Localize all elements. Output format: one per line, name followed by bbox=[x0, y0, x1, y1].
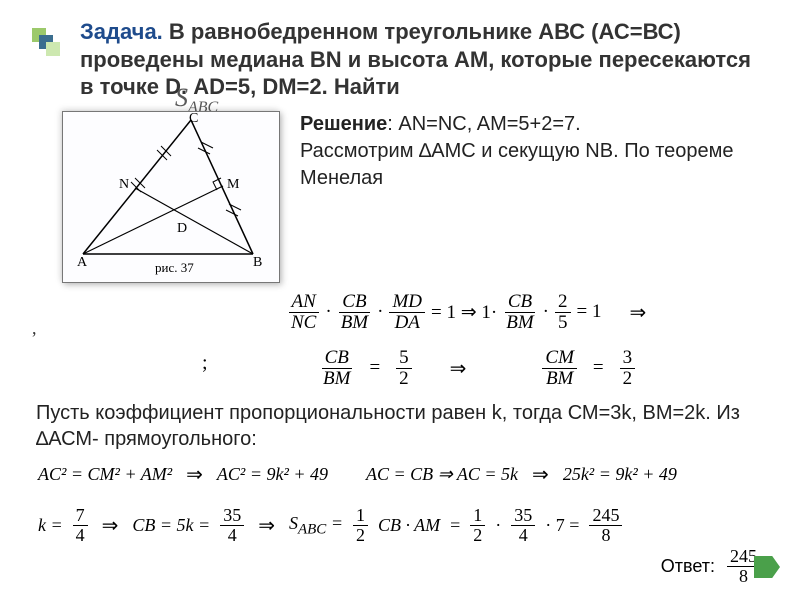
bullet-icon bbox=[32, 28, 62, 58]
svg-text:D: D bbox=[177, 221, 187, 236]
svg-text:B: B bbox=[253, 255, 262, 270]
final-calc-row: k = 74 ⇒ CB = 5k = 354 ⇒ SABC = 12 CB · … bbox=[38, 506, 622, 545]
svg-text:N: N bbox=[119, 177, 129, 192]
task-label: Задача. bbox=[80, 19, 163, 44]
solution-text: Решение: AN=NC, AM=5+2=7. Рассмотрим ∆АМ… bbox=[280, 111, 760, 283]
ratio-equations: CBBM = 52 ⇒ CMBM = 32 bbox=[320, 348, 635, 389]
triangle-figure: A B C N M D рис. 37 bbox=[62, 111, 280, 283]
answer-label: Ответ: bbox=[661, 556, 715, 577]
stray-comma: , bbox=[32, 318, 37, 339]
svg-text:M: M bbox=[227, 177, 240, 192]
next-slide-button[interactable] bbox=[754, 556, 780, 578]
slide: Задача. В равнобедренном треугольнике АВ… bbox=[0, 0, 800, 600]
stray-dot: ; bbox=[202, 352, 208, 375]
svg-text:рис. 37: рис. 37 bbox=[155, 260, 194, 275]
answer-block: Ответ: 2458 bbox=[661, 547, 760, 586]
solution-label: Решение bbox=[300, 113, 387, 135]
triangle-svg: A B C N M D рис. 37 bbox=[63, 112, 281, 284]
content-row: A B C N M D рис. 37 Решение: AN=NC, AM=5… bbox=[80, 111, 760, 283]
svg-text:C: C bbox=[189, 112, 198, 126]
menelaus-equation: ANNC · CBBM · MDDA = 1 ⇒ 1· CBBM · 25 = … bbox=[288, 292, 650, 333]
svg-text:A: A bbox=[77, 255, 88, 270]
proportionality-text: Пусть коэффициент пропорциональности рав… bbox=[36, 400, 756, 452]
pythagoras-row: AC² = CM² + AM² ⇒ AC² = 9k² + 49 AC = CB… bbox=[38, 462, 677, 487]
